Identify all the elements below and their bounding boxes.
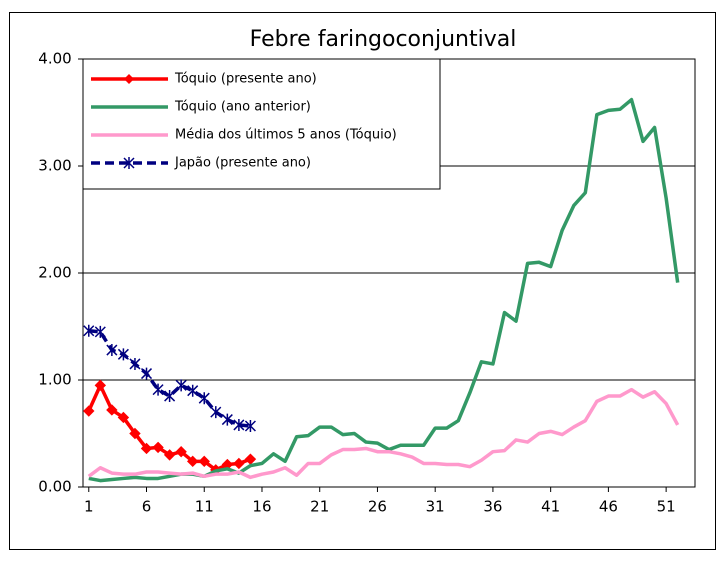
point-marker xyxy=(117,411,130,424)
point-marker xyxy=(244,420,256,433)
legend-label: Média dos últimos 5 anos (Tóquio) xyxy=(175,128,397,143)
x-tick-label: 21 xyxy=(310,498,329,516)
x-tick-label: 41 xyxy=(541,498,560,516)
series-line xyxy=(87,387,680,480)
x-tick-label: 46 xyxy=(599,498,618,516)
legend-label: Tóquio (ano anterior) xyxy=(174,100,311,115)
point-marker xyxy=(94,325,106,338)
point-marker xyxy=(163,449,176,461)
point-marker xyxy=(140,367,153,380)
point-marker xyxy=(187,384,199,397)
point-marker xyxy=(152,441,164,454)
point-marker xyxy=(186,455,199,468)
point-marker xyxy=(152,383,164,396)
x-tick-label: 36 xyxy=(483,498,502,516)
legend-label: Tóquio (presente ano) xyxy=(174,72,317,87)
point-marker xyxy=(140,442,153,455)
point-marker xyxy=(106,344,118,357)
y-tick-label: 1.00 xyxy=(38,371,71,389)
y-tick-label: 4.00 xyxy=(38,50,71,68)
x-tick-label: 11 xyxy=(195,498,214,516)
point-marker xyxy=(175,445,187,458)
point-marker xyxy=(210,406,222,419)
point-marker xyxy=(129,427,141,440)
legend-marker xyxy=(124,74,134,84)
point-marker xyxy=(106,404,118,416)
point-marker xyxy=(83,324,95,337)
x-tick-label: 51 xyxy=(657,498,676,516)
point-marker xyxy=(198,392,210,405)
y-tick-label: 0.00 xyxy=(38,478,71,496)
x-tick-label: 31 xyxy=(426,498,445,516)
point-marker xyxy=(233,418,245,431)
x-tick-label: 16 xyxy=(252,498,271,516)
legend-marker xyxy=(123,157,135,169)
point-marker xyxy=(233,457,245,470)
point-marker xyxy=(198,455,210,468)
point-marker xyxy=(117,348,129,361)
legend-label: Japão (presente ano) xyxy=(174,156,311,171)
x-tick-label: 6 xyxy=(142,498,152,516)
point-marker xyxy=(83,405,95,417)
point-marker xyxy=(175,379,187,392)
chart-title: Febre faringoconjuntival xyxy=(250,27,517,52)
x-tick-label: 26 xyxy=(368,498,387,516)
point-marker xyxy=(164,390,176,403)
y-tick-label: 3.00 xyxy=(38,157,71,175)
point-marker xyxy=(221,413,233,426)
point-marker xyxy=(129,357,141,370)
point-marker xyxy=(94,379,107,392)
y-tick-label: 2.00 xyxy=(38,264,71,282)
x-tick-label: 1 xyxy=(84,498,94,516)
